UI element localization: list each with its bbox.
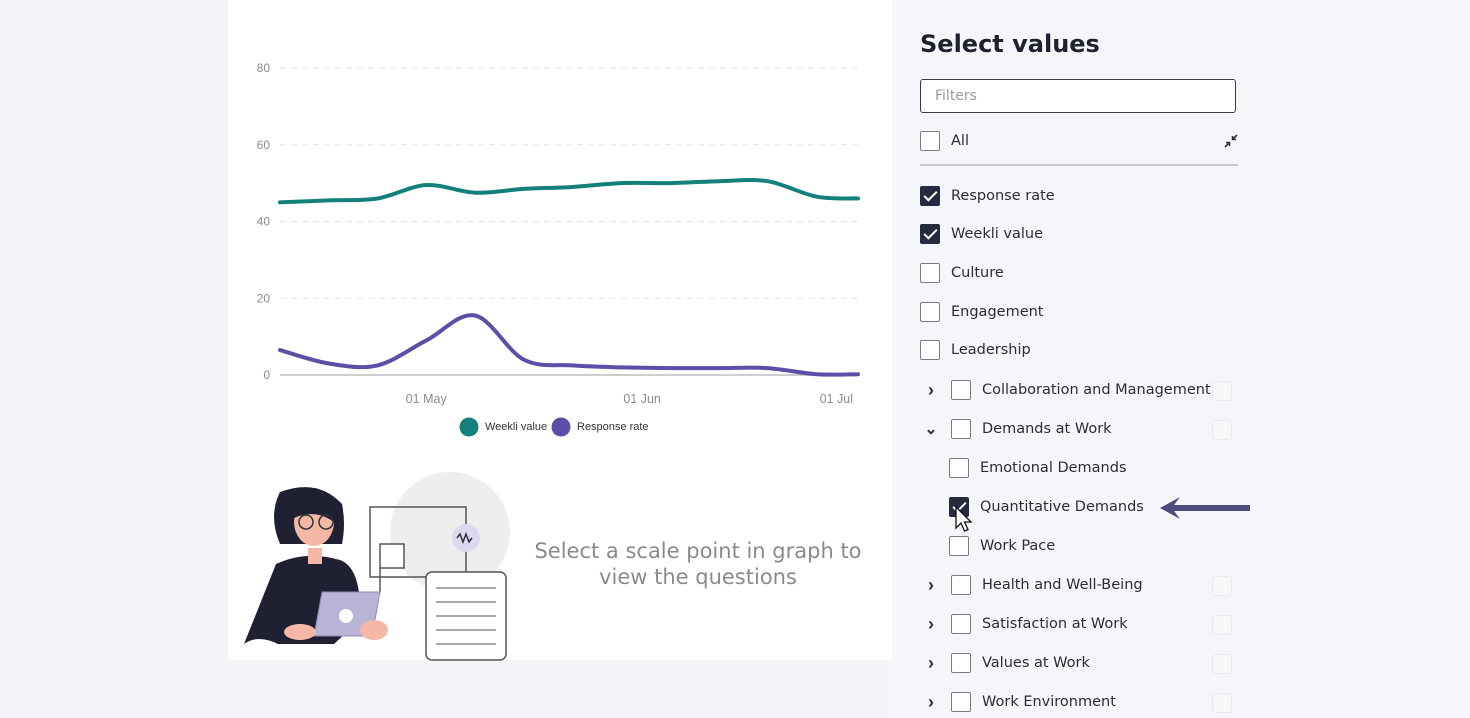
- value-checkbox[interactable]: [920, 302, 940, 322]
- chart-card: [228, 0, 892, 660]
- value-option-label: Work Environment: [982, 694, 1116, 710]
- value-checkbox[interactable]: [951, 614, 971, 634]
- empty-state-message: Select a scale point in graph to view th…: [534, 539, 862, 589]
- value-option-row[interactable]: Leadership: [920, 338, 1031, 362]
- value-option-label: Leadership: [951, 342, 1031, 358]
- x-tick-label: 01 May: [406, 392, 448, 406]
- value-checkbox[interactable]: [951, 653, 971, 673]
- value-checkbox[interactable]: [951, 419, 971, 439]
- group-option-box[interactable]: [1212, 693, 1232, 713]
- value-option-label: Culture: [951, 265, 1004, 281]
- value-option-label: Demands at Work: [982, 421, 1112, 437]
- value-checkbox[interactable]: [951, 380, 971, 400]
- line-chart[interactable]: 0 20 40 60 80 01 May 01 Jun 01 Jul Weekli value R…: [0, 0, 892, 470]
- legend-marker[interactable]: [459, 417, 479, 437]
- value-checkbox[interactable]: [920, 186, 940, 206]
- value-checkbox[interactable]: [920, 263, 940, 283]
- group-option-box[interactable]: [1212, 576, 1232, 596]
- value-option-label: Weekli value: [951, 226, 1043, 242]
- chevron-right-icon[interactable]: ›: [928, 613, 934, 634]
- value-option-label: Health and Well-Being: [982, 577, 1143, 593]
- select-all-row[interactable]: All: [920, 129, 969, 153]
- value-option-label: Emotional Demands: [980, 460, 1127, 476]
- select-all-checkbox[interactable]: [920, 131, 940, 151]
- group-option-box[interactable]: [1212, 654, 1232, 674]
- value-checkbox[interactable]: [949, 536, 969, 556]
- legend-label[interactable]: Response rate: [577, 421, 649, 433]
- value-checkbox[interactable]: [920, 224, 940, 244]
- value-option-row[interactable]: Culture: [920, 261, 1004, 285]
- select-values-panel: [892, 0, 1470, 718]
- group-option-box[interactable]: [1212, 381, 1232, 401]
- series-line: [278, 313, 860, 377]
- value-option-row[interactable]: Work Environment: [951, 690, 1116, 714]
- value-option-label: Work Pace: [980, 538, 1056, 554]
- y-tick-label: 80: [257, 61, 271, 75]
- series-line: [278, 177, 860, 205]
- value-option-row[interactable]: Emotional Demands: [949, 456, 1127, 480]
- x-tick-label: 01 Jun: [623, 392, 661, 406]
- value-option-row[interactable]: Collaboration and Management: [951, 378, 1211, 402]
- value-option-label: Engagement: [951, 304, 1044, 320]
- value-option-label: Collaboration and Management: [982, 382, 1211, 398]
- legend-label[interactable]: Weekli value: [485, 421, 547, 433]
- value-option-row[interactable]: Quantitative Demands: [949, 495, 1144, 519]
- value-option-row[interactable]: Engagement: [920, 300, 1044, 324]
- group-option-box[interactable]: [1212, 420, 1232, 440]
- value-checkbox[interactable]: [949, 458, 969, 478]
- y-tick-label: 0: [263, 368, 270, 382]
- value-option-row[interactable]: Response rate: [920, 184, 1055, 208]
- mouse-cursor-icon: [955, 506, 973, 532]
- value-option-row[interactable]: Values at Work: [951, 651, 1090, 675]
- y-tick-label: 60: [257, 138, 271, 152]
- chevron-right-icon[interactable]: ›: [928, 691, 934, 712]
- value-option-label: Satisfaction at Work: [982, 616, 1128, 632]
- value-option-row[interactable]: Health and Well-Being: [951, 573, 1143, 597]
- group-option-box[interactable]: [1212, 615, 1232, 635]
- filters-input[interactable]: [920, 79, 1236, 113]
- select-all-label: All: [951, 133, 969, 149]
- chevron-right-icon[interactable]: ›: [928, 574, 934, 595]
- y-tick-label: 20: [257, 291, 271, 305]
- value-option-row[interactable]: Satisfaction at Work: [951, 612, 1128, 636]
- value-checkbox[interactable]: [920, 340, 940, 360]
- person-with-tablet-illustration: [244, 472, 510, 661]
- value-checkbox[interactable]: [951, 692, 971, 712]
- value-option-label: Response rate: [951, 188, 1055, 204]
- value-checkbox[interactable]: [951, 575, 971, 595]
- panel-divider: [920, 164, 1238, 166]
- chevron-down-icon[interactable]: ⌄: [924, 421, 938, 438]
- chevron-right-icon[interactable]: ›: [928, 379, 934, 400]
- x-tick-label: 01 Jul: [820, 392, 853, 406]
- collapse-icon[interactable]: [1224, 134, 1238, 148]
- value-option-label: Values at Work: [982, 655, 1090, 671]
- value-option-row[interactable]: Work Pace: [949, 534, 1055, 558]
- value-option-row[interactable]: Weekli value: [920, 222, 1043, 246]
- panel-title: Select values: [920, 30, 1100, 58]
- annotation-arrow-icon: [1160, 497, 1250, 519]
- chevron-right-icon[interactable]: ›: [928, 652, 934, 673]
- y-tick-label: 40: [257, 215, 271, 229]
- value-option-row[interactable]: Demands at Work: [951, 417, 1112, 441]
- value-option-label: Quantitative Demands: [980, 499, 1144, 515]
- legend-marker[interactable]: [551, 417, 571, 437]
